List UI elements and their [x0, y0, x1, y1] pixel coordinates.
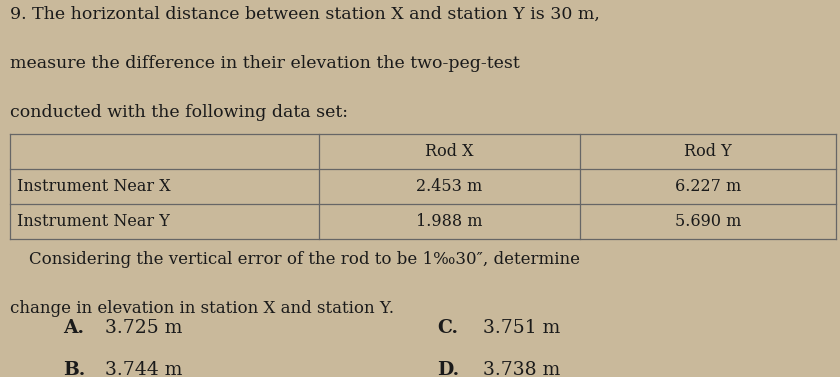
Text: measure the difference in their elevation the two-peg-test: measure the difference in their elevatio…: [10, 55, 520, 72]
Text: Rod X: Rod X: [425, 143, 474, 160]
Text: 5.690 m: 5.690 m: [675, 213, 741, 230]
Text: A.: A.: [63, 319, 84, 337]
Text: Instrument Near Y: Instrument Near Y: [17, 213, 170, 230]
Text: Considering the vertical error of the rod to be 1‰30″, determine: Considering the vertical error of the ro…: [29, 251, 580, 268]
Text: D.: D.: [437, 361, 459, 377]
Text: 2.453 m: 2.453 m: [417, 178, 482, 195]
Text: Rod Y: Rod Y: [684, 143, 732, 160]
Text: 9. The horizontal distance between station X and station Y is 30 m,: 9. The horizontal distance between stati…: [10, 6, 600, 23]
Text: 3.725 m: 3.725 m: [105, 319, 182, 337]
Text: C.: C.: [437, 319, 458, 337]
Text: 3.744 m: 3.744 m: [105, 361, 182, 377]
Text: 3.738 m: 3.738 m: [483, 361, 560, 377]
Text: 3.751 m: 3.751 m: [483, 319, 560, 337]
Text: conducted with the following data set:: conducted with the following data set:: [10, 104, 348, 121]
Text: 6.227 m: 6.227 m: [675, 178, 741, 195]
Text: change in elevation in station X and station Y.: change in elevation in station X and sta…: [10, 300, 394, 317]
Text: B.: B.: [63, 361, 85, 377]
Text: 1.988 m: 1.988 m: [416, 213, 483, 230]
Text: Instrument Near X: Instrument Near X: [17, 178, 171, 195]
